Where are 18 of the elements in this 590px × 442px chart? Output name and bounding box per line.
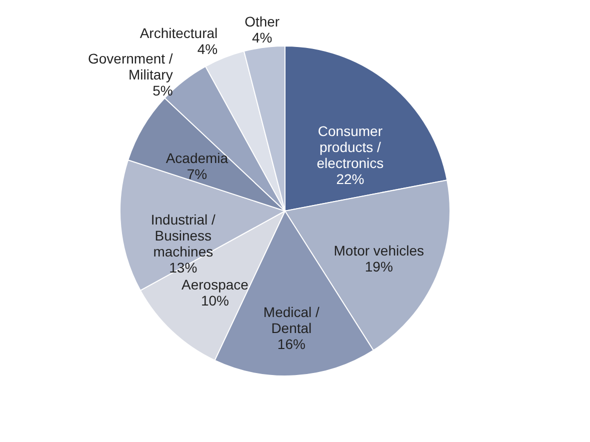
- data-label: 4%: [197, 40, 218, 57]
- data-label: 22%: [336, 171, 364, 188]
- slice-label: Academia: [166, 150, 228, 166]
- slice-label: Other: [244, 13, 280, 30]
- data-label: 4%: [252, 29, 272, 46]
- data-label: 10%: [200, 292, 229, 309]
- slice-label: Aerospace: [182, 276, 249, 293]
- data-label: 13%: [169, 260, 198, 276]
- slice-label: Architectural: [140, 24, 218, 41]
- slice-label: Medical / Dental: [263, 304, 320, 336]
- slice-label: Consumer products / electronics: [316, 123, 384, 172]
- data-label: 19%: [364, 258, 393, 275]
- data-label: 16%: [277, 336, 306, 352]
- slice-label: Motor vehicles: [334, 242, 424, 259]
- slice-label: Industrial / Business machines: [150, 212, 216, 260]
- data-label: 7%: [186, 166, 208, 182]
- slice-label: Government / Military: [88, 50, 173, 82]
- data-label: 5%: [152, 82, 173, 98]
